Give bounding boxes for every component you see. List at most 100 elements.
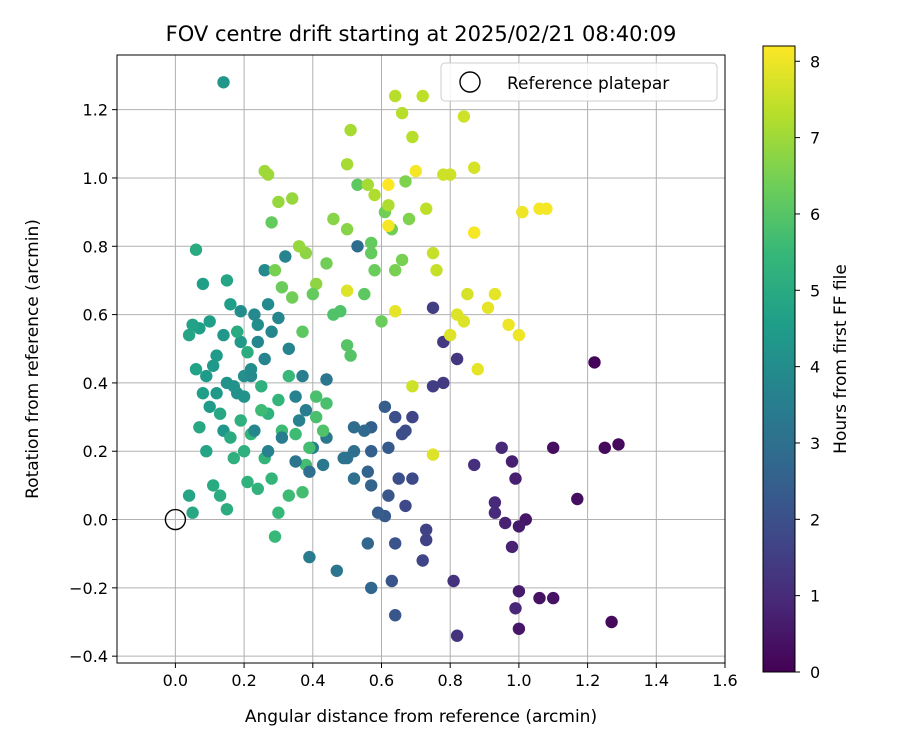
data-points xyxy=(182,76,625,642)
data-point xyxy=(265,216,278,229)
data-point xyxy=(382,489,395,502)
data-point xyxy=(365,236,378,250)
data-point xyxy=(340,339,354,352)
data-point xyxy=(371,506,385,519)
data-point xyxy=(220,274,234,287)
data-point xyxy=(224,298,237,311)
data-point xyxy=(286,192,299,205)
data-point xyxy=(447,574,460,588)
data-point xyxy=(468,458,481,472)
data-point xyxy=(282,489,295,502)
data-point xyxy=(395,427,409,441)
data-point xyxy=(213,489,227,502)
data-point xyxy=(189,363,203,376)
data-point xyxy=(406,130,419,144)
data-point xyxy=(512,622,526,635)
data-point xyxy=(310,410,323,424)
data-point xyxy=(344,349,357,362)
x-tick-label: 0.8 xyxy=(437,671,462,690)
data-point xyxy=(402,212,416,226)
data-point xyxy=(547,441,560,454)
data-point xyxy=(217,328,230,342)
colorbar-tick-label: 8 xyxy=(810,52,820,71)
data-point xyxy=(258,352,271,366)
chart-title: FOV centre drift starting at 2025/02/21 … xyxy=(166,22,677,46)
data-point xyxy=(310,277,323,291)
colorbar-label: Hours from first FF file xyxy=(831,264,851,454)
data-point xyxy=(320,373,333,386)
data-point xyxy=(389,264,402,277)
data-point xyxy=(368,264,381,277)
y-tick-label: −0.2 xyxy=(69,579,108,598)
colorbar-tick-label: 0 xyxy=(810,663,820,682)
data-point xyxy=(409,164,422,178)
data-point xyxy=(406,380,419,393)
y-tick-label: 0.0 xyxy=(83,511,108,530)
y-tick-label: −0.4 xyxy=(69,647,108,666)
colorbar-tick-label: 3 xyxy=(810,434,820,453)
data-point xyxy=(488,287,502,301)
data-point xyxy=(588,356,601,369)
data-point xyxy=(196,387,210,400)
data-point xyxy=(444,328,457,342)
data-point xyxy=(406,410,419,424)
data-point xyxy=(499,516,512,530)
x-tick-label: 1.2 xyxy=(575,671,600,690)
reference-point-marker xyxy=(164,508,187,531)
x-tick-label: 0.2 xyxy=(231,671,256,690)
data-point xyxy=(310,390,323,403)
data-point xyxy=(299,404,313,417)
data-point xyxy=(389,305,402,318)
data-point xyxy=(251,335,264,349)
colorbar-tick-label: 5 xyxy=(810,281,820,300)
data-point xyxy=(389,537,402,550)
data-point xyxy=(426,301,440,314)
data-point xyxy=(502,318,515,331)
data-point xyxy=(389,410,402,424)
data-point xyxy=(296,486,309,499)
data-point xyxy=(220,503,234,516)
colorbar xyxy=(762,45,796,673)
y-tick-label: 1.2 xyxy=(83,101,108,120)
data-point xyxy=(189,243,203,256)
data-point xyxy=(207,359,220,372)
colorbar-tick-label: 6 xyxy=(810,205,820,224)
data-point xyxy=(540,202,553,215)
data-point xyxy=(347,472,361,485)
data-point xyxy=(365,445,378,458)
data-point xyxy=(598,441,611,454)
data-point xyxy=(509,602,522,615)
data-point xyxy=(365,479,378,492)
data-point xyxy=(378,400,392,413)
data-point xyxy=(217,76,230,89)
data-point xyxy=(392,472,405,485)
data-point xyxy=(505,540,519,554)
data-point xyxy=(182,489,196,502)
data-point xyxy=(203,400,216,413)
data-point xyxy=(255,380,268,393)
data-point xyxy=(261,445,275,458)
x-tick-label: 1.4 xyxy=(644,671,669,690)
data-point xyxy=(316,424,330,437)
data-point xyxy=(340,158,354,171)
data-point xyxy=(351,178,364,191)
x-tick-label: 1.0 xyxy=(506,671,531,690)
y-tick-label: 0.4 xyxy=(83,374,108,393)
legend-label-reference: Reference platepar xyxy=(507,74,669,94)
data-point xyxy=(275,281,289,294)
data-point xyxy=(399,175,412,188)
colorbar-tick-label: 1 xyxy=(810,587,820,606)
data-point xyxy=(340,284,354,297)
data-point xyxy=(361,178,374,191)
data-point xyxy=(605,615,618,629)
data-point xyxy=(200,369,213,383)
data-point xyxy=(272,393,285,407)
y-tick-label: 1.0 xyxy=(83,169,108,188)
data-point xyxy=(234,414,247,427)
data-point xyxy=(244,369,258,383)
data-point xyxy=(375,315,388,328)
data-point xyxy=(207,479,220,492)
data-point xyxy=(426,380,440,393)
data-point xyxy=(389,89,402,103)
